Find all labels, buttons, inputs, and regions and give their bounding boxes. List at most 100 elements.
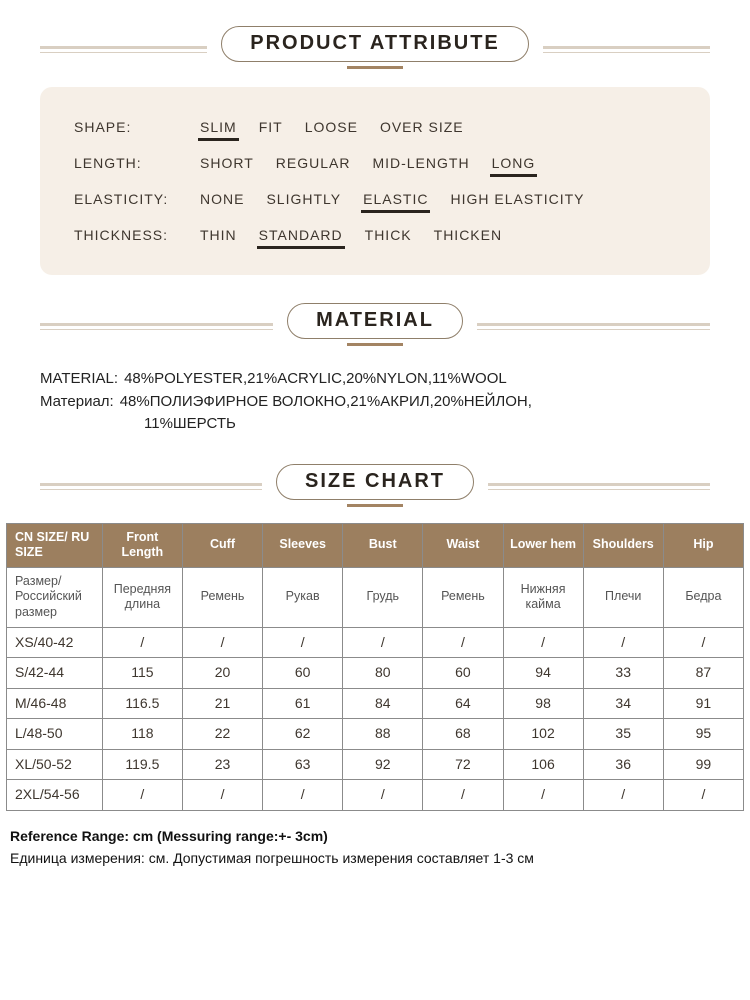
td: 118 (102, 719, 182, 750)
table-row: XL/50-52 119.5 23 63 92 72 106 36 99 (7, 749, 744, 780)
td: 119.5 (102, 749, 182, 780)
td: Передняя длина (102, 567, 182, 627)
material-block: MATERIAL: 48%POLYESTER,21%ACRYLIC,20%NYL… (0, 346, 750, 440)
td: XL/50-52 (7, 749, 103, 780)
material-value-ru-2: 11%ШЕРСТЬ (40, 413, 710, 436)
td: S/42-44 (7, 658, 103, 689)
attr-row-thickness: THICKNESS: THIN STANDARD THICK THICKEN (70, 217, 680, 253)
td: / (503, 780, 583, 811)
material-label-en: MATERIAL: (40, 368, 118, 391)
td: 20 (182, 658, 262, 689)
rule-left (40, 484, 262, 486)
td: 116.5 (102, 688, 182, 719)
attr-label: LENGTH: (74, 155, 178, 171)
td: 22 (182, 719, 262, 750)
material-line-ru: Материал: 48%ПОЛИЭФИРНОЕ ВОЛОКНО,21%АКРИ… (40, 391, 710, 414)
td: / (583, 780, 663, 811)
td: 21 (182, 688, 262, 719)
th: Lower hem (503, 523, 583, 567)
td: 64 (423, 688, 503, 719)
td: 60 (423, 658, 503, 689)
td: Грудь (343, 567, 423, 627)
table-row: M/46-48 116.5 21 61 84 64 98 34 91 (7, 688, 744, 719)
td: Плечи (583, 567, 663, 627)
table-row: 2XL/54-56 / / / / / / / / (7, 780, 744, 811)
table-row-head-en: CN SIZE/ RU SIZE Front Length Cuff Sleev… (7, 523, 744, 567)
td: Бедра (663, 567, 743, 627)
td: L/48-50 (7, 719, 103, 750)
opt-shape-slim: SLIM (200, 119, 237, 135)
td: / (503, 627, 583, 658)
pill-underline (347, 66, 403, 69)
attr-label: THICKNESS: (74, 227, 178, 243)
size-chart-table: CN SIZE/ RU SIZE Front Length Cuff Sleev… (6, 523, 744, 811)
opt-thickness-thick: THICK (365, 227, 412, 243)
td: Нижняя кайма (503, 567, 583, 627)
td: / (263, 627, 343, 658)
page: PRODUCT ATTRIBUTE SHAPE: SLIM FIT LOOSE … (0, 0, 750, 897)
opt-shape-fit: FIT (259, 119, 283, 135)
section-title: SIZE CHART (276, 464, 474, 500)
opt-shape-oversize: OVER SIZE (380, 119, 464, 135)
td: / (343, 627, 423, 658)
pill-product-attribute: PRODUCT ATTRIBUTE (221, 26, 529, 69)
opt-elasticity-slightly: SLIGHTLY (266, 191, 341, 207)
td: / (182, 627, 262, 658)
td: / (102, 627, 182, 658)
opt-length-long: LONG (492, 155, 536, 171)
material-value-en: 48%POLYESTER,21%ACRYLIC,20%NYLON,11%WOOL (124, 368, 507, 391)
footnote-en: Reference Range: cm (Messuring range:+- … (10, 825, 740, 847)
attr-row-length: LENGTH: SHORT REGULAR MID-LENGTH LONG (70, 145, 680, 181)
section-title: PRODUCT ATTRIBUTE (221, 26, 529, 62)
th: Shoulders (583, 523, 663, 567)
td: Размер/ Российский размер (7, 567, 103, 627)
table-body: Размер/ Российский размер Передняя длина… (7, 567, 744, 810)
product-attribute-panel: SHAPE: SLIM FIT LOOSE OVER SIZE LENGTH: … (40, 87, 710, 275)
rule-right (488, 484, 710, 486)
opt-length-regular: REGULAR (276, 155, 351, 171)
td: 33 (583, 658, 663, 689)
opt-elasticity-high: HIGH ELASTICITY (450, 191, 584, 207)
opt-length-short: SHORT (200, 155, 254, 171)
td: 88 (343, 719, 423, 750)
table-row: L/48-50 118 22 62 88 68 102 35 95 (7, 719, 744, 750)
attr-row-shape: SHAPE: SLIM FIT LOOSE OVER SIZE (70, 109, 680, 145)
table-row-head-ru: Размер/ Российский размер Передняя длина… (7, 567, 744, 627)
td: 98 (503, 688, 583, 719)
opt-shape-loose: LOOSE (305, 119, 358, 135)
table-head: CN SIZE/ RU SIZE Front Length Cuff Sleev… (7, 523, 744, 567)
th: Front Length (102, 523, 182, 567)
td: Ремень (182, 567, 262, 627)
section-head-product-attribute: PRODUCT ATTRIBUTE (0, 20, 750, 69)
td: 92 (343, 749, 423, 780)
table-row: XS/40-42 / / / / / / / / (7, 627, 744, 658)
td: / (663, 627, 743, 658)
td: / (423, 780, 503, 811)
td: / (343, 780, 423, 811)
section-head-material: MATERIAL (0, 297, 750, 346)
td: 62 (263, 719, 343, 750)
td: 99 (663, 749, 743, 780)
material-label-ru: Материал: (40, 391, 114, 414)
td: 23 (182, 749, 262, 780)
td: / (102, 780, 182, 811)
td: 63 (263, 749, 343, 780)
th: CN SIZE/ RU SIZE (7, 523, 103, 567)
td: 87 (663, 658, 743, 689)
opt-elasticity-elastic: ELASTIC (363, 191, 428, 207)
td: 2XL/54-56 (7, 780, 103, 811)
pill-underline (347, 504, 403, 507)
td: / (583, 627, 663, 658)
td: / (423, 627, 503, 658)
pill-underline (347, 343, 403, 346)
td: 34 (583, 688, 663, 719)
section-title: MATERIAL (287, 303, 463, 339)
rule-right (477, 324, 710, 326)
rule-left (40, 47, 207, 49)
table-row: S/42-44 115 20 60 80 60 94 33 87 (7, 658, 744, 689)
td: 94 (503, 658, 583, 689)
td: 84 (343, 688, 423, 719)
td: 61 (263, 688, 343, 719)
footnote-ru: Единица измерения: см. Допустимая погреш… (10, 847, 740, 869)
size-chart-wrap: CN SIZE/ RU SIZE Front Length Cuff Sleev… (0, 507, 750, 811)
